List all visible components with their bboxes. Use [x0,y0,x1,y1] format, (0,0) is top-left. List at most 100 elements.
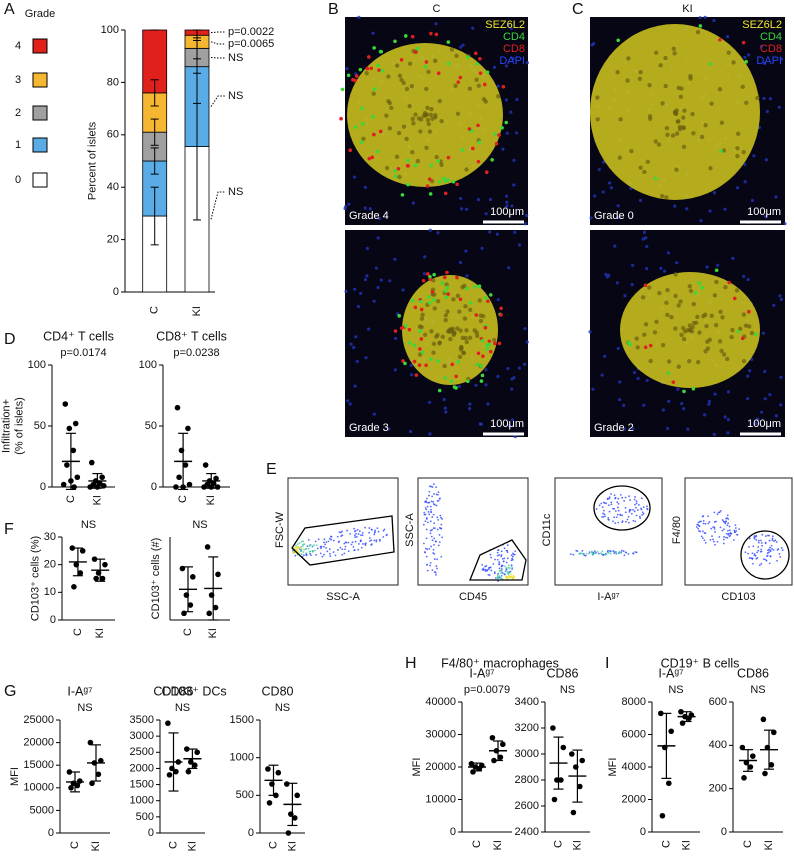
event-dot [713,540,715,543]
data-point [760,716,767,723]
islet-cell [670,133,676,138]
event-dot [430,535,433,538]
event-dot [433,543,435,546]
event-dot [487,573,490,576]
immune-cell [486,299,490,304]
channel-label: CD4 [760,31,782,43]
nucleus [764,214,768,219]
islet-cell [435,332,440,338]
islet-cell [404,136,409,142]
immune-cell [413,50,418,54]
event-dot [641,514,643,516]
islet-cell [658,63,663,68]
islet-cell [407,103,412,109]
event-dot [701,530,704,533]
event-dot [629,509,632,511]
nucleus [662,269,667,273]
nucleus [365,274,369,278]
event-dot [305,552,308,554]
event-dot [750,557,753,559]
event-dot [748,546,750,548]
islet-cell [685,328,690,333]
nucleus [363,206,367,210]
islet-cell [717,339,723,344]
nucleus [638,198,643,202]
islet-cell [419,324,424,330]
event-dot [510,554,513,557]
event-dot [482,567,485,570]
islet-cell [729,334,734,340]
islet-cell [448,336,453,342]
nucleus [374,266,378,270]
nucleus [464,249,468,253]
data-point [292,815,298,821]
annotation: p=0.0022 [228,26,274,38]
nucleus [522,362,527,366]
event-dot [428,490,431,493]
y-tick-label: 40 [107,181,119,193]
nucleus [512,183,516,187]
event-dot [423,551,426,553]
data-point [497,754,504,761]
event-dot [761,544,763,547]
error-bar [187,748,198,770]
islet-cell [705,339,710,344]
immune-cell [693,291,698,295]
event-dot [609,552,612,555]
immune-cell [747,309,751,314]
event-dot [721,519,724,521]
nucleus [746,277,750,282]
event-dot [360,534,362,537]
data-point [468,760,475,767]
event-dot [606,497,609,500]
event-dot [489,553,492,556]
event-dot [499,572,502,574]
nucleus [510,418,515,422]
immune-cell [371,114,375,119]
event-dot [440,516,442,519]
event-dot [343,542,346,545]
islet-cell [496,94,501,99]
islet-cell [418,129,423,134]
islet-cell [464,328,469,333]
y-axis-label: MFI [9,767,21,786]
event-dot [771,537,774,540]
islet-cell [741,149,746,155]
event-dot [297,546,299,549]
data-point [186,481,193,488]
nucleus [515,97,519,102]
y-tick-label: 15000 [23,759,54,771]
event-dot [436,528,439,531]
event-dot [508,576,511,579]
nucleus [756,417,760,421]
islet-cell [735,131,741,136]
annotation: NS [228,186,243,198]
nucleus [726,418,730,422]
x-tick-label: C [149,306,161,314]
event-dot [433,503,436,506]
event-dot [345,541,347,544]
y-tick-label: 2500 [130,746,154,758]
nucleus [347,202,351,206]
immune-cell [437,388,442,393]
nucleus [589,216,593,220]
nucleus [523,222,527,226]
event-dot [598,504,601,507]
event-dot [307,538,310,541]
event-dot [734,527,737,529]
grade-label: Grade 3 [349,422,389,434]
event-dot [768,539,771,542]
event-dot [326,550,329,553]
immune-cell [440,281,445,285]
islet-cell [686,359,692,364]
y-tick-label: 3200 [515,722,539,734]
event-dot [727,522,730,525]
nucleus [665,426,670,431]
event-dot [370,539,373,542]
nucleus [685,207,689,211]
event-dot [510,576,513,579]
event-dot [313,544,315,547]
nucleus [631,427,635,431]
nucleus [488,230,492,234]
event-dot [578,552,581,555]
